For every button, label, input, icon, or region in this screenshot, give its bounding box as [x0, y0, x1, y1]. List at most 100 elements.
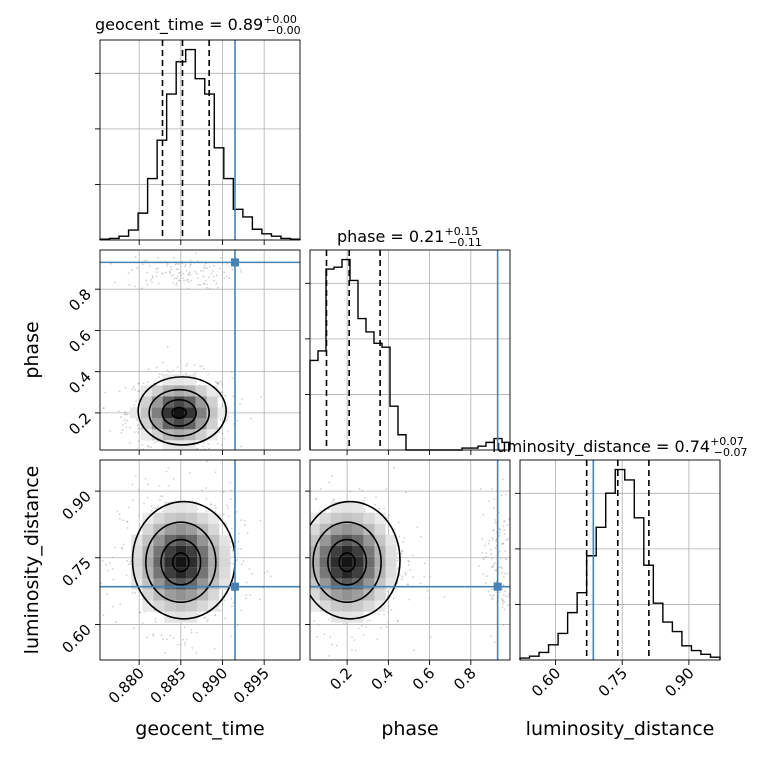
density-cell [153, 589, 165, 601]
sample-point [275, 508, 277, 510]
sample-point [249, 452, 251, 454]
sample-point [189, 259, 192, 262]
sample-point [506, 572, 509, 575]
sample-point [138, 611, 141, 614]
density-cell [197, 545, 209, 557]
sample-point [185, 638, 188, 641]
density-cell [219, 578, 231, 590]
sample-point [501, 597, 503, 600]
density-cell [319, 545, 331, 557]
sample-point [386, 621, 389, 624]
sample-point [189, 263, 192, 266]
sample-point [223, 599, 226, 602]
sample-point [121, 428, 124, 431]
sample-point [202, 275, 205, 278]
sample-point [260, 395, 263, 398]
density-cell [385, 545, 397, 557]
sample-point [110, 262, 112, 265]
sample-point [235, 559, 238, 562]
density-cell [162, 440, 174, 450]
density-cell [186, 501, 198, 513]
sample-point [197, 453, 199, 455]
density-cell [162, 396, 174, 408]
density-cell [153, 567, 165, 579]
sample-point [170, 268, 173, 271]
sample-point [304, 545, 306, 547]
density-cell [173, 407, 185, 419]
sample-point [151, 281, 153, 284]
density-cell [164, 589, 176, 601]
sample-point [156, 506, 159, 508]
sample-point [162, 510, 165, 513]
sample-point [328, 481, 331, 484]
density-cell [208, 534, 220, 546]
density-cell [197, 589, 209, 601]
sample-point [493, 498, 496, 501]
density-cell [186, 611, 198, 623]
sample-point [304, 559, 306, 561]
sample-point [104, 563, 107, 566]
sample-point [199, 284, 201, 287]
sample-point [126, 521, 129, 523]
density-cell [330, 523, 342, 535]
x-tick-label: 0.75 [595, 664, 631, 700]
sample-point [166, 670, 168, 672]
sample-point [287, 607, 289, 609]
sample-point [104, 391, 106, 394]
density-cell [352, 611, 364, 623]
density-contour [171, 406, 187, 420]
histogram-luminosity-distance [519, 468, 721, 660]
sample-point [141, 444, 144, 446]
sample-point [494, 562, 496, 565]
sample-point [159, 495, 162, 497]
sample-point [202, 445, 204, 448]
sample-point [331, 475, 334, 478]
title-luminosity-distance: luminosity_distance = 0.74+0.07 −0.07 [492, 435, 748, 459]
x-tick-label: 0.895 [230, 664, 273, 707]
sample-point [142, 382, 145, 385]
sample-point [502, 583, 505, 586]
sample-point [150, 505, 153, 508]
sample-point [177, 279, 180, 282]
sample-point [245, 594, 247, 597]
sample-point [213, 647, 216, 650]
sample-point [317, 623, 320, 626]
sample-point [498, 528, 501, 531]
sample-point [484, 544, 487, 547]
sample-point [212, 275, 215, 278]
sample-point [364, 626, 367, 628]
sample-point [133, 404, 135, 407]
sample-point [168, 465, 170, 467]
sample-point [243, 519, 246, 522]
sample-point [202, 269, 205, 272]
sample-point [180, 274, 183, 277]
density-cell [175, 611, 187, 623]
sample-point [158, 485, 161, 488]
x-tick-label: 0.4 [368, 664, 398, 694]
sample-point [89, 517, 91, 519]
sample-point [191, 647, 194, 649]
density-cell [219, 545, 231, 557]
sample-point [199, 365, 202, 368]
joint-frame [99, 249, 301, 451]
sample-point [501, 567, 504, 570]
sample-point [127, 272, 130, 275]
sample-point [222, 513, 225, 516]
sample-point [197, 283, 200, 286]
sample-point [327, 618, 330, 621]
density-cell [173, 418, 185, 430]
sample-point [178, 272, 181, 274]
density-cell [186, 534, 198, 546]
sample-point [501, 571, 504, 574]
sample-point [157, 267, 159, 270]
sample-point [303, 626, 305, 628]
sample-point [151, 275, 154, 278]
sample-point [404, 572, 407, 575]
sample-point [231, 605, 233, 608]
sample-point [157, 257, 160, 260]
sample-point [302, 547, 304, 549]
sample-point [402, 540, 404, 543]
sample-point [376, 638, 379, 641]
sample-point [493, 529, 495, 532]
sample-point [139, 611, 142, 614]
